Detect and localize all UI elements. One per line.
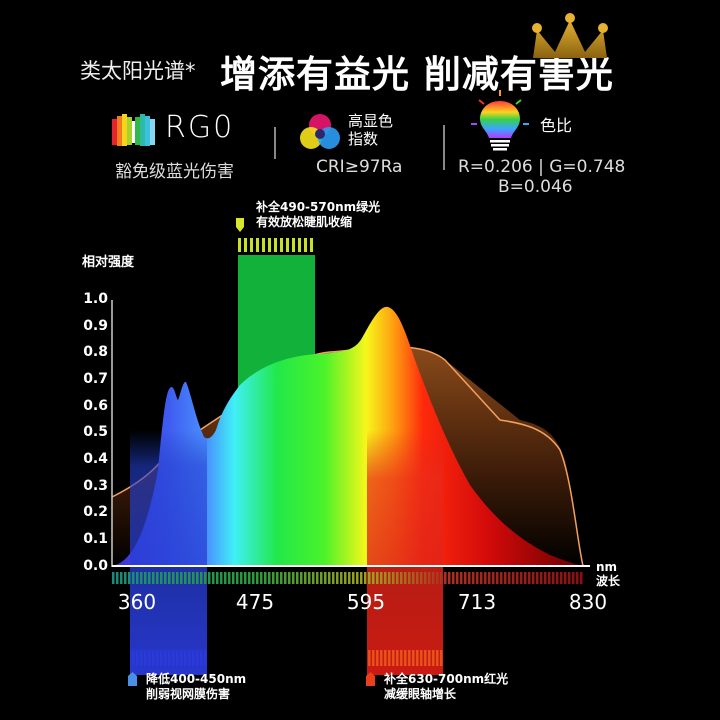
x-axis-unit: nm 波长 (596, 560, 621, 588)
green-stripe-bar (238, 238, 315, 252)
crown-icon (532, 13, 608, 58)
blue-marker-icon (128, 672, 137, 686)
rg0-spectrum-logo-icon (112, 114, 155, 146)
product-spectrum-area (112, 306, 583, 566)
divider (443, 125, 445, 170)
high-cri-badge: 高显色 指数 (348, 112, 394, 148)
header-title: 增添有益光 削减有害光 (220, 53, 614, 96)
green-marker-icon (236, 218, 244, 232)
y-axis-label: 相对强度 (82, 255, 135, 270)
blue-stripe-bar (130, 650, 207, 666)
red-stripe-bar (367, 650, 443, 666)
red-highlight-band (367, 430, 443, 675)
color-circles-icon (300, 114, 340, 149)
wavelength-strip (112, 572, 584, 584)
header-subtitle: 类太阳光谱* (80, 59, 196, 83)
cri-value: CRI≥97Ra (316, 157, 403, 177)
green-annotation: 补全490-570nm绿光 有效放松睫肌收缩 (256, 200, 381, 229)
red-annotation: 补全630-700nm红光 减缓眼轴增长 (384, 672, 509, 701)
color-ratio-badge: 色比 (540, 116, 573, 135)
b-ratio-value: B=0.046 (498, 177, 573, 197)
blue-light-hazard-label: 豁免级蓝光伤害 (115, 162, 234, 182)
rainbow-bulb-icon (471, 90, 529, 151)
rg-ratio-value: R=0.206 | G=0.748 (458, 157, 626, 177)
rg0-badge: RG0 (165, 110, 235, 145)
red-marker-icon (366, 672, 375, 686)
divider (274, 127, 276, 159)
blue-annotation: 降低400-450nm 削弱视网膜伤害 (146, 672, 247, 701)
blue-highlight-band (130, 430, 207, 675)
